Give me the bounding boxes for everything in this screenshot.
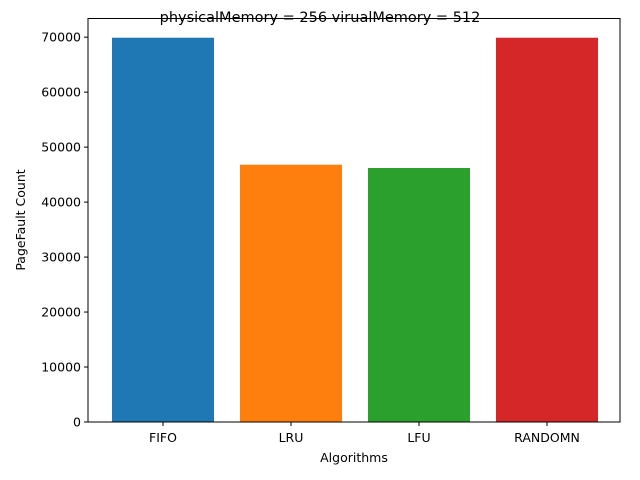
y-tick-label: 70000 <box>41 30 81 45</box>
bars-layer <box>112 37 598 422</box>
chart-title: physicalMemory = 256 virualMemory = 512 <box>160 10 481 26</box>
axes-layer <box>87 18 621 423</box>
bar-lfu <box>368 168 470 422</box>
y-tick-label: 10000 <box>41 360 81 375</box>
y-axis-label: PageFault Count <box>13 169 28 270</box>
x-ticks-layer: FIFO LRU LFU RANDOMN <box>149 422 580 445</box>
y-tick-label: 20000 <box>41 305 81 320</box>
y-tick-label: 0 <box>73 415 81 430</box>
y-ticks-layer: 0 10000 20000 30000 40000 50000 60000 70000 <box>41 30 88 430</box>
x-tick-label: LFU <box>407 430 430 445</box>
x-tick-label: LRU <box>279 430 304 445</box>
bar-lru <box>240 164 342 422</box>
y-tick-label: 40000 <box>41 195 81 210</box>
x-tick-label: FIFO <box>149 430 177 445</box>
x-tick-label: RANDOMN <box>514 430 580 445</box>
x-axis-label: Algorithms <box>320 450 388 465</box>
y-tick-label: 50000 <box>41 140 81 155</box>
y-tick-label: 60000 <box>41 85 81 100</box>
plot-frame <box>87 18 621 423</box>
bar-fifo <box>112 37 214 422</box>
y-tick-label: 30000 <box>41 250 81 265</box>
bar-randomn <box>496 37 598 422</box>
